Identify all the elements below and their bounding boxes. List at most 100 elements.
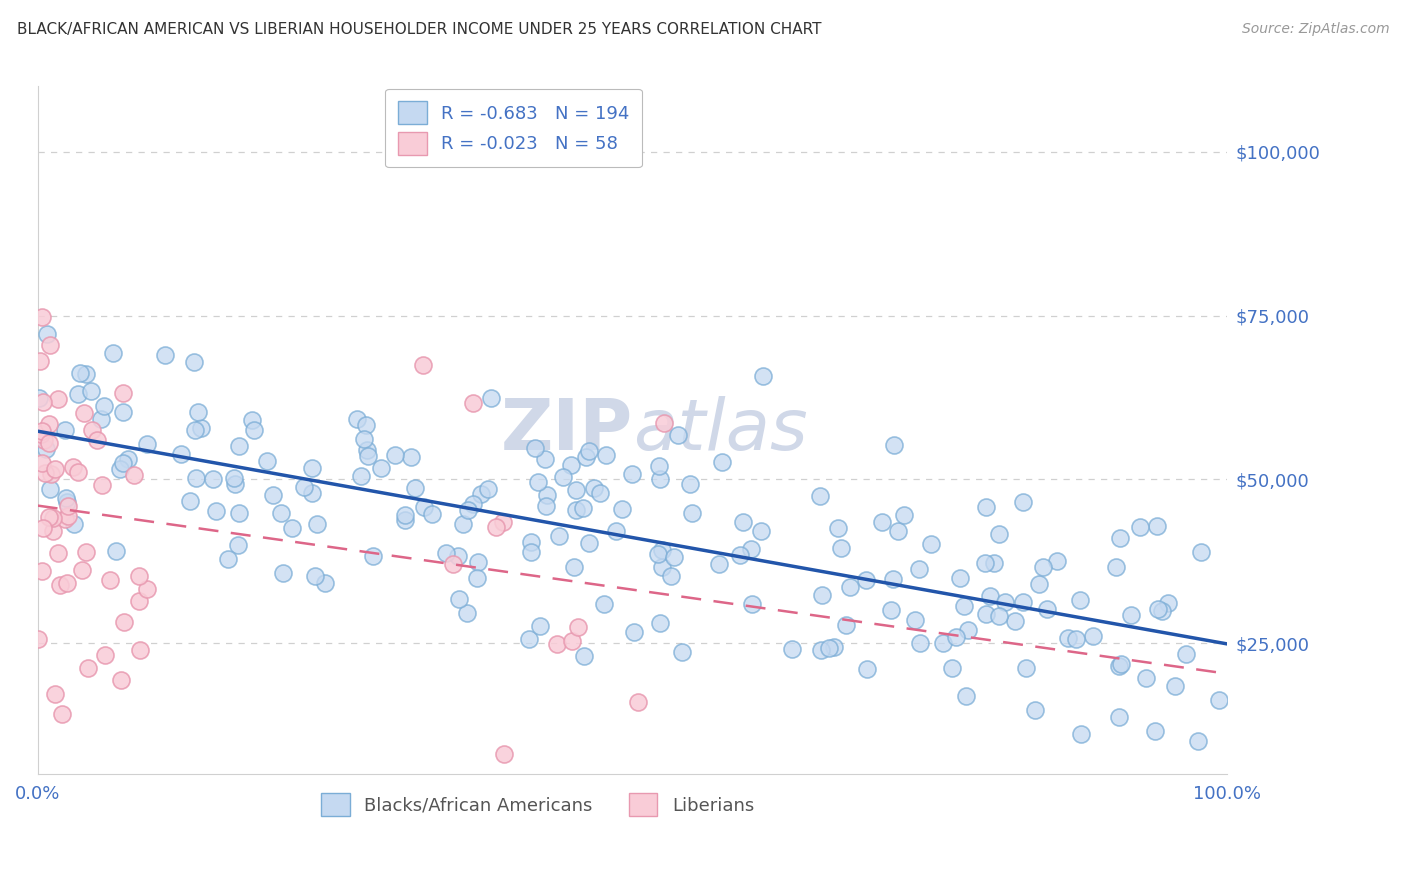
Point [839, 580, 862, 594]
Text: ZIP: ZIP [501, 396, 633, 465]
Point [707, 557, 730, 571]
Point [44, 462, 66, 476]
Point [217, 552, 239, 566]
Point [112, 615, 135, 630]
Point [451, 517, 474, 532]
Point [651, 543, 673, 558]
Point [818, 640, 841, 655]
Point [39, 467, 62, 481]
Point [661, 569, 683, 583]
Point [583, 481, 606, 495]
Point [436, 546, 458, 560]
Point [880, 603, 903, 617]
Point [572, 501, 595, 516]
Point [91, 478, 114, 492]
Point [370, 461, 392, 475]
Point [111, 456, 134, 470]
Point [1187, 734, 1209, 748]
Point [46, 392, 69, 406]
Point [811, 587, 834, 601]
Point [1144, 723, 1167, 738]
Point [835, 617, 858, 632]
Point [564, 483, 586, 498]
Point [112, 405, 135, 419]
Point [920, 537, 942, 551]
Point [671, 645, 693, 659]
Point [31, 310, 53, 325]
Point [31, 564, 53, 578]
Point [1119, 608, 1142, 623]
Point [63, 517, 86, 532]
Point [904, 613, 927, 627]
Point [242, 424, 264, 438]
Point [974, 607, 997, 621]
Point [1015, 661, 1038, 675]
Point [204, 503, 226, 517]
Point [477, 482, 499, 496]
Point [80, 384, 103, 398]
Point [479, 391, 502, 405]
Point [110, 673, 132, 687]
Point [67, 466, 90, 480]
Point [592, 597, 614, 611]
Point [1024, 703, 1046, 717]
Point [1069, 593, 1091, 607]
Point [1157, 596, 1180, 610]
Point [1057, 631, 1080, 645]
Point [955, 689, 977, 703]
Point [77, 661, 100, 675]
Point [27, 632, 49, 646]
Point [855, 574, 877, 588]
Point [710, 454, 733, 468]
Point [184, 423, 207, 437]
Point [301, 461, 323, 475]
Point [882, 573, 904, 587]
Point [536, 488, 558, 502]
Point [66, 387, 89, 401]
Point [870, 515, 893, 529]
Point [412, 358, 434, 372]
Point [35, 442, 58, 456]
Point [908, 561, 931, 575]
Point [983, 556, 1005, 570]
Point [1163, 679, 1185, 693]
Point [44, 688, 66, 702]
Point [578, 444, 600, 458]
Point [32, 521, 55, 535]
Point [42, 510, 65, 524]
Point [1004, 614, 1026, 628]
Point [73, 406, 96, 420]
Point [62, 460, 84, 475]
Point [470, 487, 492, 501]
Point [1208, 693, 1230, 707]
Point [394, 513, 416, 527]
Point [456, 606, 478, 620]
Point [524, 441, 547, 455]
Point [731, 515, 754, 529]
Point [1012, 495, 1035, 509]
Point [353, 432, 375, 446]
Point [314, 575, 336, 590]
Point [39, 482, 62, 496]
Point [28, 354, 51, 368]
Point [1146, 519, 1168, 533]
Point [183, 354, 205, 368]
Point [187, 405, 209, 419]
Point [529, 619, 551, 633]
Point [56, 494, 79, 508]
Legend: Blacks/African Americans, Liberians: Blacks/African Americans, Liberians [314, 786, 761, 823]
Point [589, 486, 612, 500]
Point [534, 499, 557, 513]
Point [222, 470, 245, 484]
Point [467, 555, 489, 569]
Point [578, 535, 600, 549]
Point [575, 450, 598, 464]
Point [301, 486, 323, 500]
Point [128, 594, 150, 608]
Point [595, 448, 617, 462]
Point [184, 471, 207, 485]
Point [70, 563, 93, 577]
Point [56, 575, 79, 590]
Point [1109, 657, 1132, 672]
Point [128, 642, 150, 657]
